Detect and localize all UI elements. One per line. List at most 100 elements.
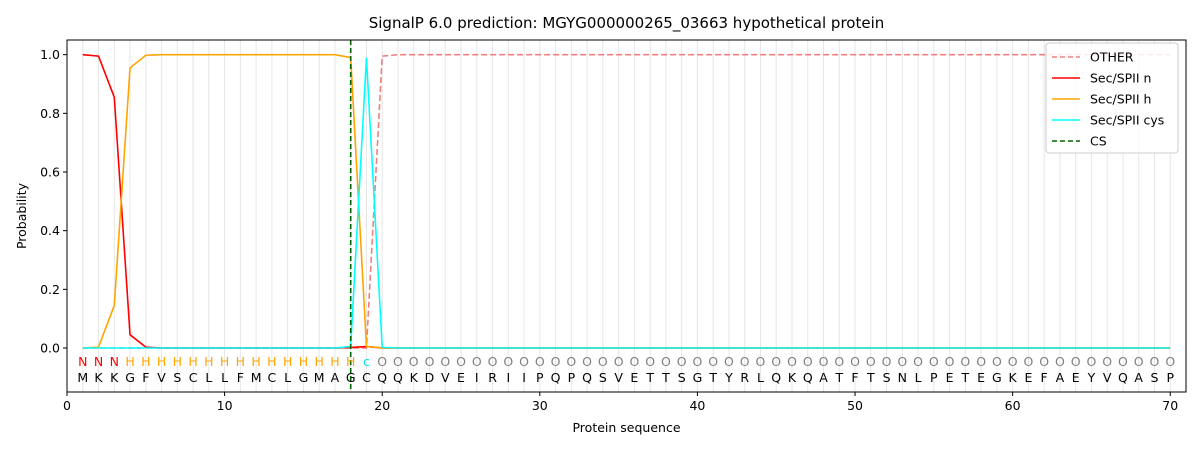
- y-axis-label: Probability: [14, 182, 29, 249]
- sequence-residue: G: [346, 370, 356, 385]
- sequence-residue: F: [1041, 370, 1048, 385]
- sequence-residue: P: [536, 370, 544, 385]
- annotation-label: O: [1039, 354, 1049, 369]
- annotation-label: O: [866, 354, 876, 369]
- series-lines: [82, 40, 1171, 392]
- sequence-residue: C: [268, 370, 277, 385]
- grid-lines: [82, 40, 1171, 392]
- sequence-residue: K: [94, 370, 103, 385]
- legend: OTHER Sec/SPII n Sec/SPII h Sec/SPII cys CS: [1045, 42, 1179, 154]
- sequence-residue: G: [125, 370, 135, 385]
- sequence-residue: S: [173, 370, 181, 385]
- annotation-label: O: [787, 354, 797, 369]
- x-tick-label: 0: [63, 398, 71, 413]
- y-tick-label: 0.6: [40, 165, 60, 180]
- annotation-label: O: [771, 354, 781, 369]
- sequence-residue: E: [977, 370, 985, 385]
- x-tick-label: 70: [1162, 398, 1178, 413]
- annotation-label: O: [819, 354, 829, 369]
- annotation-label: H: [188, 354, 197, 369]
- sequence-residue: Q: [551, 370, 561, 385]
- annotation-label: O: [440, 354, 450, 369]
- sequence-residue: K: [410, 370, 419, 385]
- annotation-label: O: [929, 354, 939, 369]
- annotation-label: H: [157, 354, 166, 369]
- annotation-label: H: [251, 354, 260, 369]
- sequence-residue: T: [834, 370, 843, 385]
- y-axis-ticks: 0.0 0.2 0.4 0.6 0.8 1.0: [40, 47, 67, 356]
- annotation-label: N: [110, 354, 119, 369]
- sequence-residue: D: [425, 370, 435, 385]
- x-axis-label: Protein sequence: [572, 420, 680, 435]
- annotation-label: O: [393, 354, 403, 369]
- sequence-residue: M: [251, 370, 262, 385]
- annotation-label: H: [236, 354, 245, 369]
- sequence-residue: Q: [803, 370, 813, 385]
- sequence-residue: G: [299, 370, 309, 385]
- y-tick-label: 1.0: [40, 47, 60, 62]
- sequence-labels: NMNKNKHGHFHVHSHCHLHLHFHMHCHLHGHMHAHGcCOQ…: [77, 354, 1175, 385]
- sequence-residue: E: [946, 370, 954, 385]
- annotation-label: O: [1023, 354, 1033, 369]
- annotation-label: O: [756, 354, 766, 369]
- sequence-residue: G: [992, 370, 1002, 385]
- legend-label: CS: [1090, 134, 1107, 149]
- annotation-label: H: [283, 354, 292, 369]
- annotation-label: O: [945, 354, 955, 369]
- annotation-label: O: [551, 354, 561, 369]
- x-tick-label: 60: [1005, 398, 1021, 413]
- sequence-residue: Q: [393, 370, 403, 385]
- x-tick-label: 50: [847, 398, 863, 413]
- x-tick-label: 40: [689, 398, 705, 413]
- sequence-residue: T: [645, 370, 654, 385]
- annotation-label: O: [1118, 354, 1128, 369]
- annotation-label: O: [693, 354, 703, 369]
- sequence-residue: C: [362, 370, 371, 385]
- sequence-residue: Q: [1118, 370, 1128, 385]
- annotation-label: O: [1055, 354, 1065, 369]
- y-tick-label: 0.4: [40, 223, 60, 238]
- sequence-residue: F: [142, 370, 149, 385]
- annotation-label: H: [204, 354, 213, 369]
- annotation-label: c: [363, 354, 370, 369]
- annotation-label: O: [472, 354, 482, 369]
- annotation-label: H: [346, 354, 355, 369]
- sequence-residue: R: [740, 370, 749, 385]
- sequence-residue: S: [883, 370, 891, 385]
- sequence-residue: I: [475, 370, 479, 385]
- annotation-label: O: [1008, 354, 1018, 369]
- series-line-sec-spii-h: [82, 53, 1171, 349]
- annotation-label: H: [125, 354, 134, 369]
- annotation-label: H: [330, 354, 339, 369]
- sequence-residue: V: [441, 370, 450, 385]
- legend-label: Sec/SPII n: [1090, 71, 1151, 86]
- annotation-label: O: [850, 354, 860, 369]
- sequence-residue: E: [1072, 370, 1080, 385]
- sequence-residue: I: [506, 370, 510, 385]
- y-tick-label: 0.2: [40, 282, 60, 297]
- sequence-residue: A: [1134, 370, 1143, 385]
- legend-label: Sec/SPII h: [1090, 92, 1151, 107]
- sequence-residue: K: [788, 370, 797, 385]
- sequence-residue: M: [314, 370, 325, 385]
- sequence-residue: E: [630, 370, 638, 385]
- annotation-label: O: [503, 354, 513, 369]
- annotation-label: O: [708, 354, 718, 369]
- sequence-residue: S: [678, 370, 686, 385]
- sequence-residue: I: [522, 370, 526, 385]
- y-tick-label: 0.8: [40, 106, 60, 121]
- annotation-label: H: [299, 354, 308, 369]
- annotation-label: O: [1071, 354, 1081, 369]
- x-tick-label: 20: [374, 398, 390, 413]
- annotation-label: O: [677, 354, 687, 369]
- sequence-residue: K: [110, 370, 119, 385]
- annotation-label: O: [992, 354, 1002, 369]
- annotation-label: N: [78, 354, 87, 369]
- sequence-residue: S: [1151, 370, 1159, 385]
- annotation-label: O: [1102, 354, 1112, 369]
- sequence-residue: Q: [377, 370, 387, 385]
- sequence-residue: L: [915, 370, 922, 385]
- annotation-label: O: [960, 354, 970, 369]
- annotation-label: O: [488, 354, 498, 369]
- annotation-label: O: [803, 354, 813, 369]
